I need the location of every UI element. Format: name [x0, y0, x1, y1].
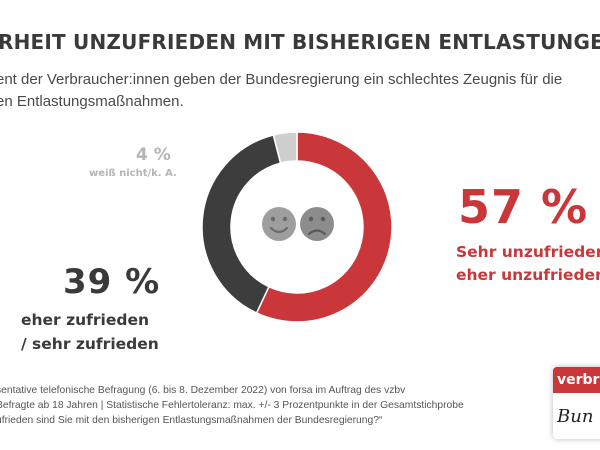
satisfied-label: eher zufrieden / sehr zufrieden	[21, 308, 159, 356]
chart-subtitle: ent der Verbraucher:innen geben der Bund…	[0, 69, 600, 113]
subtitle-line: ent der Verbraucher:innen geben der Bund…	[0, 71, 563, 88]
vzbv-logo: verbrau Bun	[553, 367, 600, 439]
dissatisfied-label: Sehr unzufrieden eher unzufrieden	[456, 241, 600, 287]
dissatisfied-label-line: Sehr unzufrieden	[456, 243, 600, 261]
satisfied-label-line: / sehr zufrieden	[21, 335, 159, 353]
frowning-face-icon	[300, 207, 334, 241]
source-line: sentative telefonische Befragung (6. bis…	[0, 385, 406, 396]
source-line: Befragte ab 18 Jahren | Statistische Feh…	[0, 400, 464, 411]
logo-top-text: verbrau	[553, 367, 600, 393]
chart-title: RHEIT UNZUFRIEDEN MIT BISHERIGEN ENTLAST…	[0, 30, 600, 54]
donut-hole	[231, 161, 363, 293]
unknown-percentage: 4 %	[136, 145, 171, 165]
smiling-face-icon	[262, 207, 296, 241]
subtitle-line: en Entlastungsmaßnahmen.	[0, 93, 184, 110]
unknown-label: weiß nicht/k. A.	[89, 168, 177, 179]
source-line: ufrieden sind Sie mit den bisherigen Ent…	[0, 415, 383, 426]
source-note: sentative telefonische Befragung (6. bis…	[0, 383, 586, 428]
satisfied-label-line: eher zufrieden	[21, 311, 150, 329]
dissatisfied-label-line: eher unzufrieden	[456, 266, 600, 284]
satisfied-percentage: 39 %	[63, 262, 161, 302]
logo-bottom-text: Bun	[557, 406, 594, 427]
dissatisfied-percentage: 57 %	[458, 180, 589, 234]
